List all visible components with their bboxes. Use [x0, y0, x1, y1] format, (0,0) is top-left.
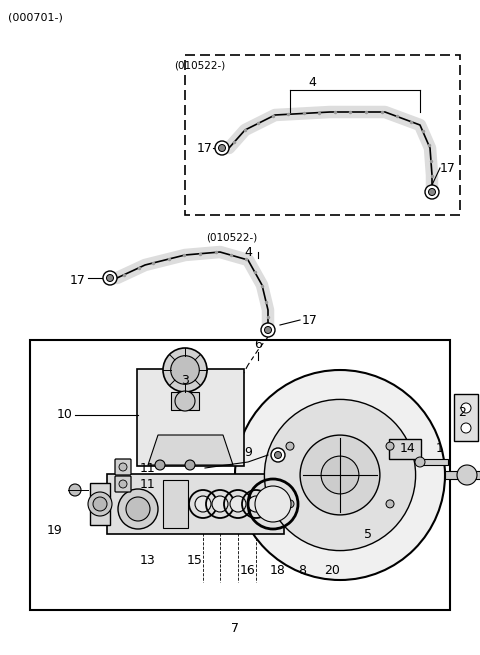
Text: 19: 19 [47, 523, 63, 536]
Text: 15: 15 [187, 553, 203, 567]
Circle shape [457, 465, 477, 485]
FancyBboxPatch shape [107, 474, 284, 534]
Circle shape [461, 423, 471, 433]
Text: 17: 17 [70, 274, 86, 286]
FancyBboxPatch shape [115, 459, 131, 475]
Circle shape [275, 451, 281, 458]
Text: 3: 3 [181, 373, 189, 386]
Bar [171, 392, 199, 410]
Text: 14: 14 [400, 441, 416, 455]
Circle shape [107, 274, 113, 282]
Circle shape [286, 500, 294, 508]
Circle shape [286, 442, 294, 450]
Text: 1: 1 [436, 441, 444, 455]
FancyBboxPatch shape [115, 476, 131, 492]
FancyBboxPatch shape [454, 394, 478, 441]
Circle shape [255, 486, 291, 522]
Circle shape [218, 145, 226, 151]
Circle shape [425, 185, 439, 199]
Circle shape [261, 323, 275, 337]
Circle shape [429, 189, 435, 195]
Text: 20: 20 [324, 563, 340, 576]
Text: 16: 16 [240, 563, 256, 576]
Circle shape [230, 496, 246, 512]
Circle shape [195, 496, 211, 512]
Text: 13: 13 [140, 553, 156, 567]
Circle shape [235, 370, 445, 580]
Circle shape [175, 391, 195, 411]
Circle shape [171, 356, 199, 384]
Circle shape [155, 460, 165, 470]
Bar [90, 483, 110, 525]
Text: 2: 2 [458, 405, 466, 419]
Circle shape [119, 463, 127, 471]
Circle shape [88, 492, 112, 516]
Text: 11: 11 [140, 462, 156, 474]
Circle shape [321, 456, 359, 494]
Circle shape [386, 500, 394, 508]
Text: 6: 6 [254, 339, 262, 352]
Bar [163, 480, 188, 528]
Text: 17: 17 [440, 162, 456, 174]
Text: 17: 17 [197, 141, 213, 155]
Circle shape [386, 442, 394, 450]
Circle shape [300, 435, 380, 515]
Circle shape [103, 271, 117, 285]
Text: (010522-): (010522-) [206, 233, 258, 243]
Text: 18: 18 [270, 563, 286, 576]
Text: 4: 4 [244, 246, 252, 259]
Bar [445, 471, 480, 479]
FancyBboxPatch shape [389, 439, 421, 459]
Text: 7: 7 [231, 622, 239, 635]
Text: (010522-): (010522-) [174, 60, 226, 70]
Circle shape [271, 448, 285, 462]
Text: 9: 9 [244, 445, 252, 458]
Circle shape [415, 457, 425, 467]
Text: 5: 5 [364, 529, 372, 542]
Text: 17: 17 [302, 314, 318, 326]
Text: 4: 4 [308, 75, 316, 88]
Bar [185, 55, 460, 215]
Circle shape [212, 496, 228, 512]
Circle shape [185, 460, 195, 470]
Circle shape [264, 400, 416, 551]
Circle shape [119, 480, 127, 488]
FancyBboxPatch shape [137, 369, 244, 466]
Text: 10: 10 [57, 409, 73, 422]
Circle shape [93, 497, 107, 511]
Circle shape [264, 326, 272, 333]
Circle shape [126, 497, 150, 521]
Circle shape [69, 484, 81, 496]
Circle shape [461, 403, 471, 413]
Circle shape [163, 348, 207, 392]
Bar [30, 340, 450, 610]
Polygon shape [148, 435, 233, 465]
Text: 8: 8 [298, 563, 306, 576]
Text: (000701-): (000701-) [8, 13, 62, 23]
Circle shape [215, 141, 229, 155]
Circle shape [118, 489, 158, 529]
Circle shape [248, 496, 264, 512]
Bar [420, 459, 448, 465]
Text: 11: 11 [140, 479, 156, 491]
